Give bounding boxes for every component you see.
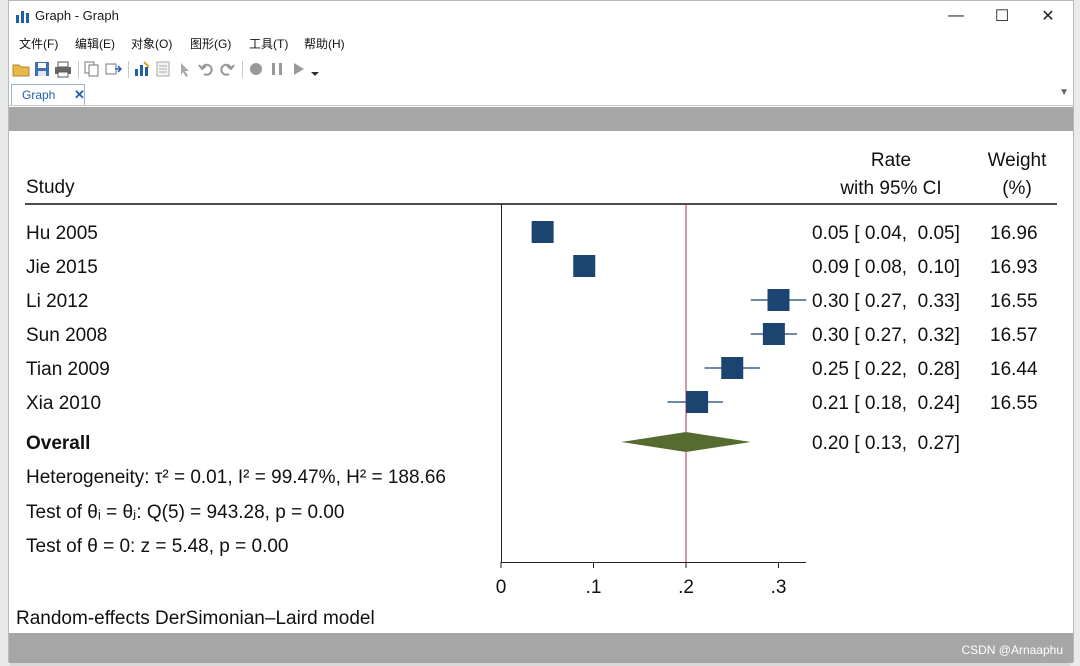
study-label: Tian 2009 (26, 359, 110, 380)
desktop-edge-left (0, 0, 10, 666)
toolbar-separator (242, 61, 243, 78)
study-label: Jie 2015 (26, 257, 98, 278)
redo-icon[interactable] (218, 60, 236, 78)
x-tick-label: .3 (771, 577, 787, 598)
tab-scroll-icon[interactable]: ▼ (1059, 87, 1069, 98)
title-bar[interactable]: Graph - Graph — ☐ ✕ (9, 1, 1073, 31)
study-label: Hu 2005 (26, 223, 98, 244)
stata-graph-icon (16, 11, 29, 23)
record-icon[interactable] (247, 60, 265, 78)
save-icon[interactable] (33, 60, 51, 78)
menu-bar: 文件(F) 编辑(E) 对象(O) 图形(G) 工具(T) 帮助(H) (9, 33, 1073, 55)
print-icon[interactable] (54, 60, 72, 78)
ci-text: 0.30 [ 0.27, 0.33] (812, 291, 960, 312)
weight-text: 16.93 (990, 257, 1038, 278)
toolbar (9, 57, 1073, 83)
window-title: Graph - Graph (35, 8, 119, 23)
model-footnote: Random-effects DerSimonian–Laird model (16, 608, 375, 629)
dropdown-icon[interactable] (309, 60, 321, 78)
ci-text: 0.25 [ 0.22, 0.28] (812, 359, 960, 380)
overall-diamond (621, 432, 751, 452)
study-marker (686, 391, 709, 413)
study-marker (721, 357, 744, 379)
menu-edit[interactable]: 编辑(E) (75, 37, 115, 51)
copy-text-icon[interactable] (104, 60, 122, 78)
weight-text: 16.55 (990, 393, 1038, 414)
tab-graph[interactable]: Graph ✕ (11, 84, 85, 105)
graph-region-top-margin (9, 107, 1073, 131)
toolbar-separator (128, 61, 129, 78)
undo-icon[interactable] (197, 60, 215, 78)
study-label: Li 2012 (26, 291, 88, 312)
study-label: Xia 2010 (26, 393, 101, 414)
properties-icon[interactable] (154, 60, 172, 78)
ci-text: 0.09 [ 0.08, 0.10] (812, 257, 960, 278)
pointer-icon[interactable] (177, 60, 195, 78)
menu-help[interactable]: 帮助(H) (304, 37, 345, 51)
study-marker (531, 221, 554, 243)
copy-icon[interactable] (83, 60, 101, 78)
tab-close-icon[interactable]: ✕ (74, 87, 85, 102)
graph-window: Graph - Graph — ☐ ✕ 文件(F) 编辑(E) 对象(O) 图形… (8, 0, 1074, 663)
ci-text: 0.21 [ 0.18, 0.24] (812, 393, 960, 414)
heterogeneity-text: Heterogeneity: τ² = 0.01, I² = 99.47%, H… (26, 467, 446, 488)
watermark: CSDN @Arnaaphu (961, 643, 1063, 657)
overall-label: Overall (26, 433, 90, 454)
overall-test-text: Test of θ = 0: z = 5.48, p = 0.00 (26, 536, 288, 557)
header-study: Study (26, 177, 75, 198)
ci-text: 0.30 [ 0.27, 0.32] (812, 325, 960, 346)
forest-plot: Study Rate with 95% CI Weight (%) Hu 200… (9, 131, 1071, 633)
menu-object[interactable]: 对象(O) (131, 37, 173, 51)
pause-icon[interactable] (268, 60, 286, 78)
header-weight-unit: (%) (1002, 178, 1032, 199)
toolbar-separator (78, 61, 79, 78)
desktop-edge-right (1070, 0, 1080, 666)
weight-text: 16.55 (990, 291, 1038, 312)
weight-text: 16.57 (990, 325, 1038, 346)
weight-text: 16.96 (990, 223, 1038, 244)
minimize-button[interactable]: — (948, 7, 964, 24)
study-marker (762, 323, 785, 345)
header-ci: with 95% CI (839, 178, 941, 199)
graph-region-bottom-margin: CSDN @Arnaaphu (9, 633, 1073, 663)
header-weight: Weight (988, 150, 1048, 171)
play-icon[interactable] (289, 60, 307, 78)
x-tick-label: .1 (586, 577, 602, 598)
close-button[interactable]: ✕ (1041, 8, 1055, 25)
weight-text: 16.44 (990, 359, 1038, 380)
maximize-button[interactable]: ☐ (994, 8, 1010, 25)
tab-bar: Graph ✕ ▼ (9, 83, 1073, 106)
menu-file[interactable]: 文件(F) (19, 37, 59, 51)
x-tick-label: 0 (496, 577, 507, 598)
study-marker (767, 289, 790, 311)
menu-graph[interactable]: 图形(G) (190, 37, 232, 51)
ci-text: 0.05 [ 0.04, 0.05] (812, 223, 960, 244)
homogeneity-test-text: Test of θᵢ = θⱼ: Q(5) = 943.28, p = 0.00 (26, 502, 344, 523)
x-tick-label: .2 (678, 577, 694, 598)
overall-ci-text: 0.20 [ 0.13, 0.27] (812, 433, 960, 454)
tab-graph-label: Graph (22, 88, 56, 102)
study-label: Sun 2008 (26, 325, 107, 346)
study-marker (573, 255, 596, 277)
forest-plot-svg: Study Rate with 95% CI Weight (%) Hu 200… (16, 150, 1057, 629)
header-rate: Rate (871, 150, 911, 171)
open-icon[interactable] (12, 60, 30, 78)
graph-editor-icon[interactable] (133, 60, 151, 78)
menu-tools[interactable]: 工具(T) (249, 37, 289, 51)
